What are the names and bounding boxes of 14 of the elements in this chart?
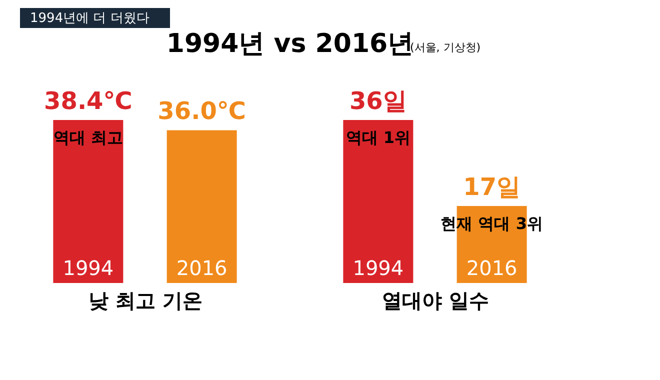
x-axis-title: 열대야 일수 (382, 288, 489, 312)
data-label: 36일 (349, 87, 407, 116)
annotation: 역대 1위 (346, 128, 411, 148)
text: (서울, 기상청) (410, 41, 481, 54)
annotation: 역대 최고 (53, 128, 123, 148)
x-tick-label: 1994 (62, 256, 114, 280)
x-tick-label: 1994 (352, 256, 404, 280)
x-axis-title: 낮 최고 기온 (88, 288, 202, 312)
x-tick-label: 2016 (466, 256, 518, 280)
x-tick-label: 2016 (176, 256, 228, 280)
text: 1994년에 더 더웠다 (30, 11, 150, 26)
data-label: 17일 (463, 173, 521, 202)
data-label: 36.0℃ (158, 97, 246, 126)
data-label: 38.4℃ (44, 87, 132, 116)
